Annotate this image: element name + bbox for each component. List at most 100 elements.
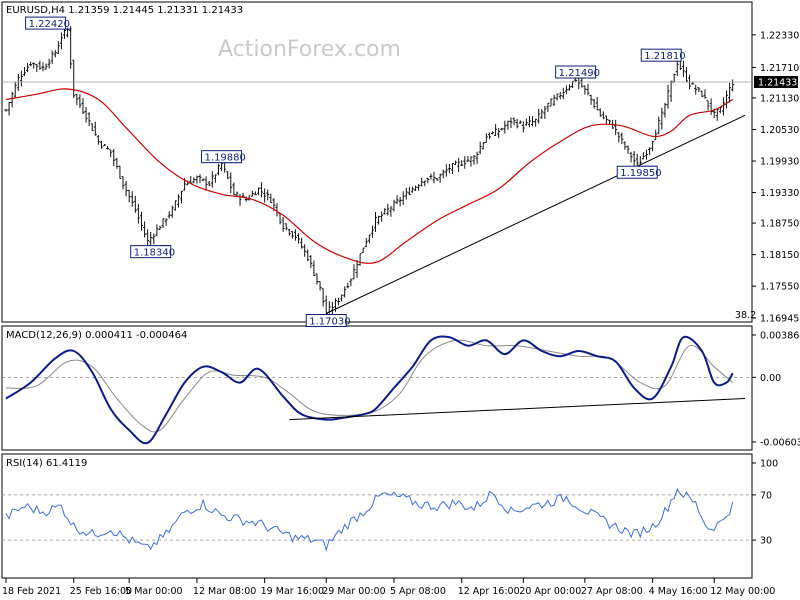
price-label-box	[616, 165, 658, 179]
price-bar	[374, 212, 377, 233]
price-bar	[118, 165, 122, 179]
price-bar	[410, 186, 414, 193]
macd-trendline	[289, 398, 746, 421]
price-bar	[87, 112, 91, 127]
price-bar	[96, 135, 100, 145]
watermark: ActionForex.com	[218, 37, 401, 62]
price-bar	[115, 157, 119, 169]
x-tick-label: 12 May 00:00	[710, 586, 775, 597]
price-bar	[423, 180, 427, 187]
price-bar	[478, 141, 482, 155]
price-bar	[386, 203, 390, 216]
x-tick-label: 4 May 16:00	[649, 586, 708, 597]
price-bar	[481, 142, 485, 150]
price-bar	[380, 211, 384, 222]
price-bar	[318, 281, 322, 291]
price-bar	[537, 108, 541, 124]
price-bar	[404, 187, 408, 200]
price-bar	[641, 152, 645, 160]
price-bar	[617, 132, 621, 143]
price-bar	[84, 107, 88, 123]
price-bar	[626, 145, 630, 154]
price-bar	[152, 233, 156, 245]
price-bar	[99, 140, 103, 149]
price-bar	[509, 117, 513, 129]
price-bar	[232, 182, 236, 196]
price-bar	[497, 127, 501, 139]
price-bar	[309, 255, 313, 268]
x-tick-label: 5 Mar 00:00	[125, 586, 182, 597]
price-bar	[300, 237, 304, 249]
price-bar	[731, 79, 735, 92]
price-bar	[706, 100, 710, 111]
price-bar	[725, 90, 729, 109]
price-bar	[635, 153, 639, 168]
price-tick-label: 1.18150	[760, 250, 799, 261]
price-bar	[106, 146, 110, 150]
price-bar	[438, 173, 442, 183]
axis-layer: 1.22330 1.21710 1.21130 1.20530 1.19930 1.193…	[2, 30, 800, 597]
price-bar	[337, 297, 341, 306]
price-bar	[420, 177, 424, 187]
price-bar	[324, 295, 328, 315]
price-bar	[343, 286, 347, 298]
price-bar	[4, 109, 8, 112]
price-bar	[444, 164, 448, 177]
price-bar	[561, 87, 565, 100]
price-bar	[475, 151, 479, 164]
price-bar	[432, 171, 436, 184]
x-tick-label: 18 Feb 2021	[2, 586, 61, 597]
price-bar	[728, 82, 732, 103]
price-label-text: 1.18340	[134, 248, 175, 259]
price-bar	[463, 156, 467, 169]
price-bar	[546, 102, 550, 113]
moving-average-line	[5, 88, 734, 264]
price-bar	[155, 224, 159, 237]
price-bar	[56, 41, 60, 55]
price-bar	[450, 162, 454, 174]
price-bar	[466, 155, 470, 162]
price-bar	[124, 180, 128, 197]
price-tick-label: 1.17550	[760, 282, 799, 293]
price-bar	[121, 176, 125, 190]
price-bar	[657, 116, 661, 135]
price-bar	[414, 185, 418, 192]
price-bar	[112, 148, 116, 167]
price-bar	[629, 151, 633, 163]
x-tick-label: 12 Mar 08:00	[193, 586, 256, 597]
price-bar	[506, 120, 510, 130]
price-bar	[143, 221, 147, 238]
price-label-text: 1.22420	[29, 19, 70, 30]
price-bar	[663, 102, 667, 118]
price-bar	[306, 249, 310, 262]
price-bar	[198, 174, 202, 184]
price-bar	[709, 98, 713, 115]
price-bar	[721, 97, 725, 116]
price-bar	[226, 171, 230, 180]
price-bar	[484, 133, 488, 144]
rsi-panel-frame	[1, 453, 753, 579]
price-bar	[266, 189, 270, 201]
price-bar	[454, 160, 458, 166]
rsi-tick-label: 70	[760, 490, 772, 501]
macd-header: MACD(12,26,9) 0.000411 -0.000464	[6, 330, 187, 341]
price-bar	[180, 190, 184, 204]
price-bar	[278, 212, 282, 225]
price-bar	[558, 92, 562, 100]
price-bar	[19, 70, 23, 87]
price-bar	[494, 124, 498, 136]
price-bar	[13, 82, 17, 98]
price-bar	[540, 109, 544, 119]
rsi-header: RSI(14) 61.4119	[6, 458, 87, 469]
price-bar	[204, 176, 208, 191]
price-bar	[139, 211, 143, 231]
macd-tick-label: -0.006038	[760, 438, 800, 449]
price-label-1.19850: 1.19850	[616, 165, 662, 179]
price-bar	[340, 294, 344, 302]
price-bar	[531, 116, 535, 127]
price-bar	[312, 260, 316, 277]
price-label-box	[555, 65, 597, 79]
price-bar	[315, 273, 319, 285]
price-bar	[352, 264, 356, 280]
